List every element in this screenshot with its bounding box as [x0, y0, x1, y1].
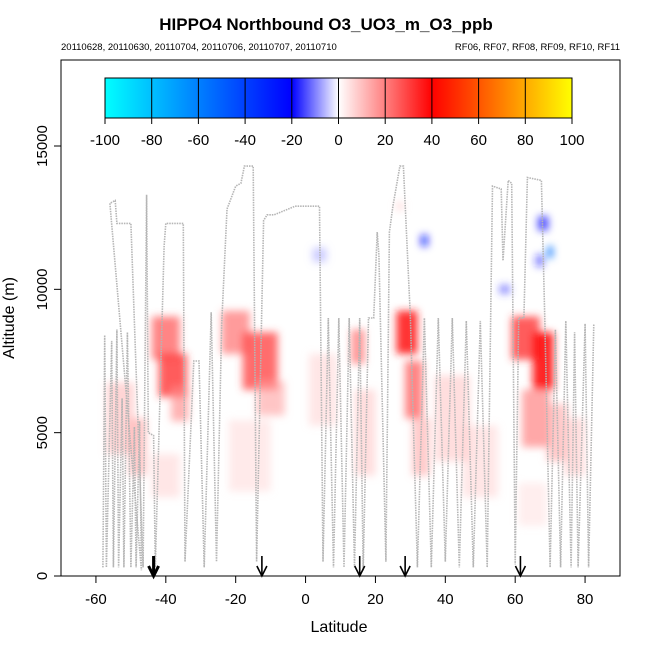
x-tick-label: 60: [507, 591, 524, 608]
colorbar-tick-label: 0: [334, 132, 342, 149]
colorbar-tick-label: 100: [559, 132, 584, 149]
heatmap-cell: [420, 234, 428, 247]
x-tick-label: -60: [85, 591, 107, 608]
x-tick-label: -40: [155, 591, 177, 608]
colorbar-tick-label: 60: [470, 132, 487, 149]
y-tick-label: 15000: [34, 125, 51, 167]
heatmap-cell: [396, 310, 418, 354]
chart-subtitle-dates: 20110628, 20110630, 20110704, 20110706, …: [61, 42, 337, 53]
heatmap-cell: [518, 482, 547, 526]
colorbar-ticks: -100 -80 -60 -40 -20 0 20 40 60 80 100: [90, 78, 585, 149]
y-tick-label: 10000: [34, 268, 51, 310]
colorbar-tick-label: -80: [141, 132, 163, 149]
colorbar-tick-label: 20: [377, 132, 394, 149]
heatmap-cell: [228, 419, 271, 492]
heatmap-cell: [462, 425, 498, 498]
y-axis-ticks: 0 5000 10000 15000: [34, 125, 61, 580]
heatmap-cells: [106, 201, 586, 526]
heatmap-cell: [547, 246, 553, 258]
heatmap-cell: [354, 389, 376, 476]
colorbar-tick-label: -100: [90, 132, 120, 149]
chart-title: HIPPO4 Northbound O3_UO3_m_O3_ppb: [159, 15, 492, 34]
colorbar-tick-label: -60: [188, 132, 210, 149]
colorbar-tick-label: -40: [234, 132, 256, 149]
heatmap-cell: [396, 201, 404, 211]
x-axis-ticks: -60 -40 -20 0 20 40 60 80: [85, 576, 593, 608]
heatmap-cell: [350, 329, 365, 364]
heatmap-cell: [309, 353, 338, 426]
colorbar-tick-label: -20: [281, 132, 303, 149]
heatmap-cell: [256, 381, 285, 416]
heatmap-cell: [564, 418, 586, 476]
chart-subtitle-flights: RF06, RF07, RF08, RF09, RF10, RF11: [455, 42, 620, 53]
heatmap-cell: [151, 454, 180, 498]
colorbar-tick-label: 40: [424, 132, 441, 149]
x-tick-label: -20: [225, 591, 247, 608]
heatmap-cell: [532, 332, 554, 390]
y-axis-label: Altitude (m): [1, 277, 18, 359]
x-axis-label: Latitude: [311, 619, 368, 636]
colorbar: -100 -80 -60 -40 -20 0 20 40 60 80 100: [90, 77, 585, 149]
y-tick-label: 0: [34, 572, 51, 580]
heatmap-cell: [522, 389, 551, 447]
colorbar-tick-label: 80: [517, 132, 534, 149]
heatmap-cell: [536, 254, 544, 267]
x-tick-label: 0: [301, 591, 309, 608]
x-tick-label: 40: [437, 591, 454, 608]
plot-frame: [60, 59, 621, 577]
x-tick-label: 80: [577, 591, 594, 608]
flight-track-line: [102, 165, 595, 571]
y-tick-label: 5000: [34, 416, 51, 449]
flight-track: [102, 165, 595, 571]
heatmap-cell: [151, 316, 180, 360]
x-tick-label: 20: [367, 591, 384, 608]
heatmap-cell: [405, 361, 423, 419]
heatmap-cell: [171, 386, 189, 422]
heatmap-cell: [499, 285, 510, 294]
